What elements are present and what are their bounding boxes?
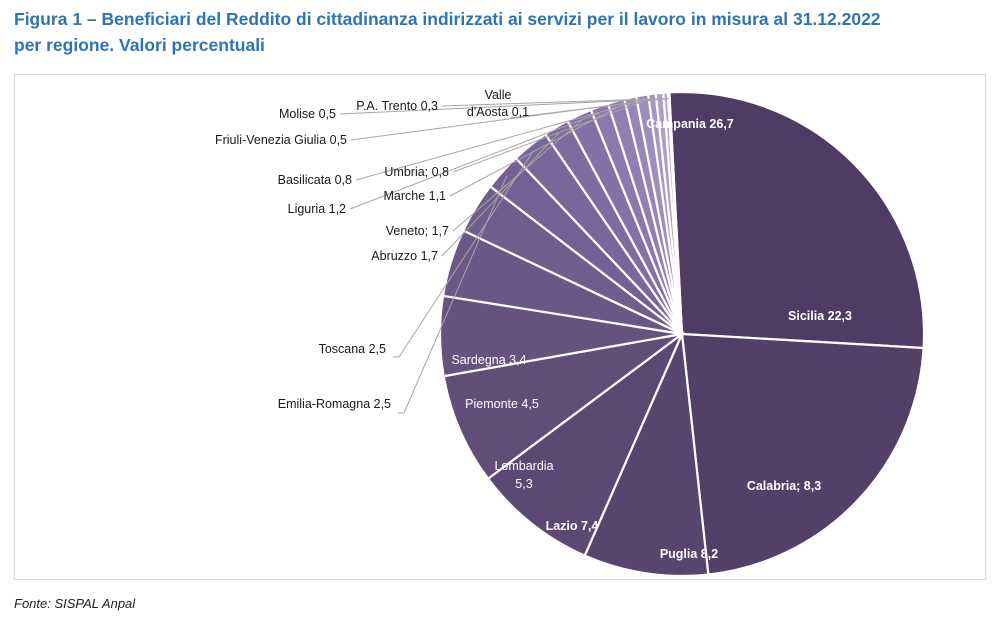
leader-molise [339,98,661,115]
label-lombardia: Lombardia 5,3 [494,459,553,491]
chart-title-line-1: Figura 1 – Beneficiari del Reddito di ci… [14,9,881,29]
label-campania: Campania 26,7 [646,117,734,131]
label-sardegna: Sardegna 3,4 [451,353,526,367]
leader-toscana [393,150,535,358]
label-calabria: Calabria; 8,3 [747,479,821,493]
chart-title: Figura 1 – Beneficiari del Reddito di ci… [14,6,994,58]
slice-valle-d-aosta [666,91,684,335]
label-friuli-venezia-giulia: Friuli-Venezia Giulia 0,5 [215,133,347,147]
leader-p-a-trento [441,98,666,107]
leader-valle-d-aosta [509,97,669,119]
label-basilicata: Basilicata 0,8 [278,173,352,187]
leader-umbria [452,100,644,173]
leader-veneto [452,120,582,232]
slice-sicilia [680,332,925,576]
label-liguria: Liguria 1,2 [288,202,346,216]
slice-lazio [442,332,683,481]
source-note: Fonte: SISPAL Anpal [14,596,136,611]
slice-puglia [486,330,685,558]
slice-calabria [583,329,710,578]
label-p-a-trento: P.A. Trento 0,3 [356,99,438,113]
label-piemonte: Piemonte 4,5 [465,397,539,411]
leader-basilicata [355,103,632,181]
label-valle-d-aosta: Valle d'Aosta 0,1 [467,88,529,119]
pie-slices [438,90,926,578]
chart-title-line-2: per regione. Valori percentuali [14,35,265,55]
label-lazio: Lazio 7,4 [546,519,599,533]
label-umbria: Umbria; 0,8 [384,165,449,179]
slice-campania [668,90,926,350]
leader-abruzzo [441,132,560,257]
leader-marche [449,106,618,197]
label-molise: Molise 0,5 [279,107,336,121]
label-toscana: Toscana 2,5 [319,342,386,356]
label-abruzzo: Abruzzo 1,7 [371,249,438,263]
label-veneto: Veneto; 1,7 [386,224,449,238]
label-puglia: Puglia 8,2 [660,547,718,561]
chart-frame [14,74,986,580]
leader-lines [339,97,669,414]
label-marche: Marche 1,1 [383,189,446,203]
slice-labels: Campania 26,7 Sicilia 22,3 Calabria; 8,3 Pu… [215,88,852,561]
leader-liguria [349,111,602,210]
label-emilia-romagna: Emilia-Romagna 2,5 [278,397,391,411]
label-sicilia: Sicilia 22,3 [788,309,852,323]
leader-emilia-romagna [398,175,508,414]
